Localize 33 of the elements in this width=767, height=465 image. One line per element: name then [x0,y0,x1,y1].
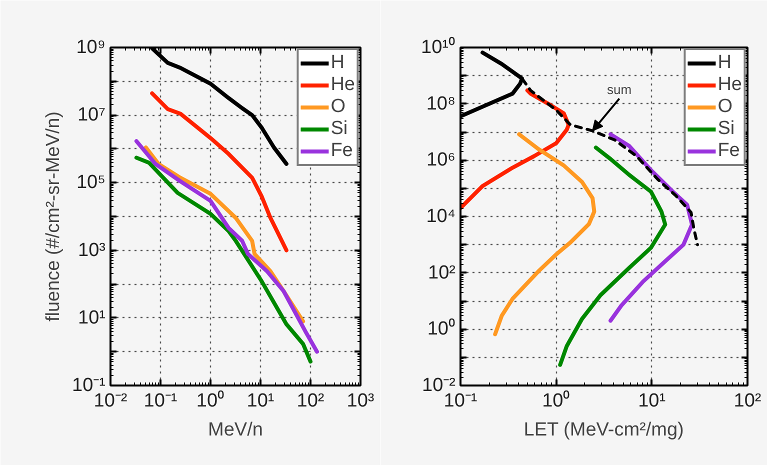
legend-label: Si [330,118,349,140]
legend-label: O [330,96,346,118]
legend-label: Fe [718,140,740,162]
y-tick-label: 10⁶ [426,150,456,171]
y-tick-label: 10³ [78,240,106,261]
x-tick-label: 10³ [346,390,374,412]
legend-label: H [330,52,346,74]
legend-label: Si [718,118,736,140]
y-tick-label: 10⁵ [76,172,106,194]
x-tick-label: 10¹ [638,390,666,412]
y-tick-label: 10¹ [78,307,106,328]
x-tick-label: 10² [296,390,324,412]
y-tick-label: 10⁹ [76,37,106,58]
legend-label: O [718,96,734,118]
y-tick-label: 10⁴ [426,206,456,227]
legend-label: He [330,74,355,96]
legend-label: H [718,52,732,74]
y-tick-label: 10⁷ [77,104,106,126]
y-tick-label: 10² [428,262,456,284]
x-tick-label: 10⁰ [196,390,225,412]
x-tick-label: 10⁰ [542,390,570,412]
legend-label: Fe [330,140,353,162]
x-tick-label: 10² [734,390,762,412]
x-axis-title: LET (MeV-cm²/mg) [524,420,684,440]
x-tick-label: 10⁻¹ [144,390,178,412]
x-tick-label: 10¹ [246,390,274,412]
y-tick-label: 10⁸ [426,93,456,114]
x-axis-title: MeV/n [208,420,263,440]
annotation: sum [607,82,632,98]
y-axis-title: fluence (#/cm²-sr-MeV/n) [43,111,64,322]
legend-label: He [718,74,742,96]
y-tick-label: 10¹⁰ [421,36,456,58]
y-tick-label: 10⁰ [427,318,456,340]
